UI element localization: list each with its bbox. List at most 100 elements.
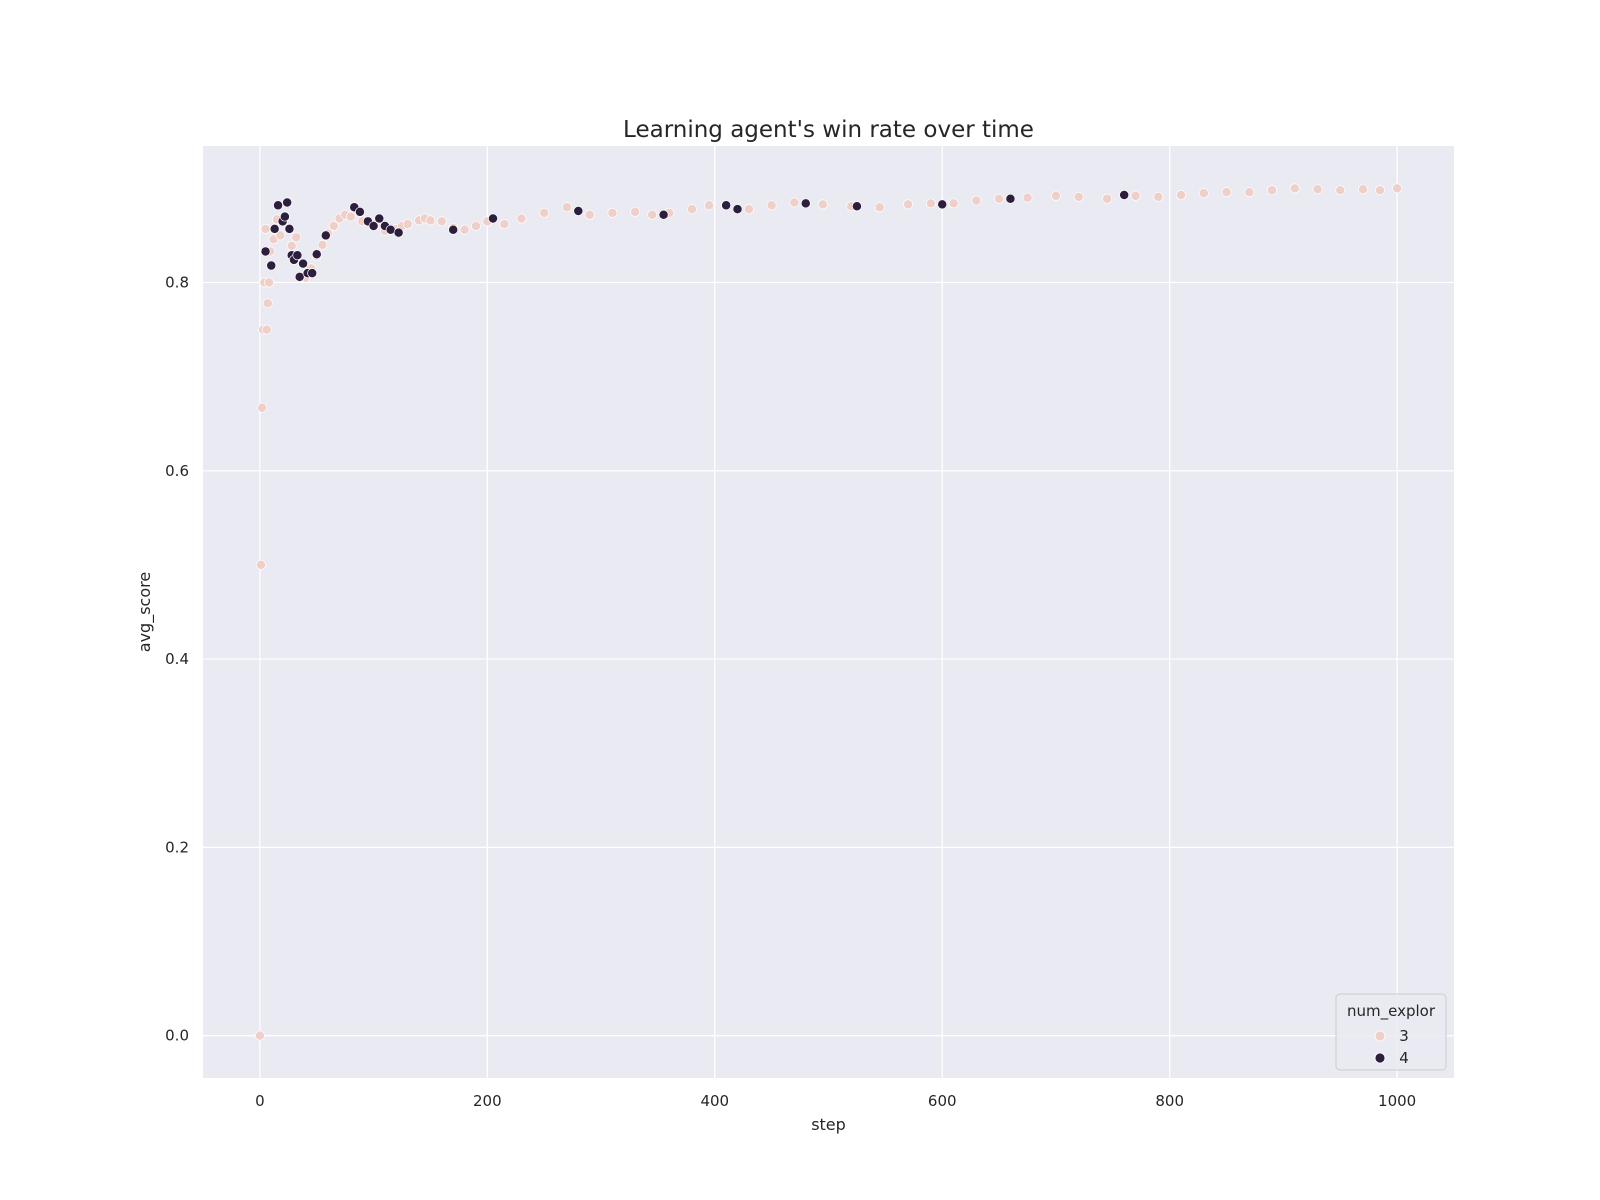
x-tick-label: 1000 xyxy=(1378,1092,1416,1110)
data-point-3 xyxy=(425,215,436,226)
data-point-3 xyxy=(261,324,272,335)
data-point-3 xyxy=(948,198,959,209)
data-point-3 xyxy=(499,219,510,230)
data-point-3 xyxy=(1176,190,1187,200)
data-point-3 xyxy=(257,402,268,413)
y-tick-label: 0.0 xyxy=(165,1027,189,1045)
data-point-3 xyxy=(903,199,914,210)
data-point-3 xyxy=(925,198,936,209)
data-point-4 xyxy=(284,223,295,234)
legend-box xyxy=(1335,993,1447,1071)
data-point-3 xyxy=(1153,191,1164,202)
data-point-3 xyxy=(647,209,658,220)
data-point-3 xyxy=(264,277,274,288)
data-point-4 xyxy=(260,246,271,257)
legend-label-3: 3 xyxy=(1399,1027,1409,1045)
data-point-3 xyxy=(1358,184,1368,195)
data-point-4 xyxy=(658,209,669,220)
data-point-3 xyxy=(459,224,470,235)
data-point-3 xyxy=(607,207,618,218)
data-point-3 xyxy=(1392,183,1403,194)
data-point-4 xyxy=(800,198,811,209)
data-point-3 xyxy=(561,202,572,213)
data-point-3 xyxy=(687,204,697,215)
data-point-4 xyxy=(294,271,305,282)
legend-title: num_explor xyxy=(1347,1002,1436,1021)
data-point-3 xyxy=(1335,185,1346,196)
data-point-3 xyxy=(630,206,641,217)
data-point-4 xyxy=(1005,193,1016,204)
data-point-3 xyxy=(516,213,527,224)
data-point-3 xyxy=(1267,185,1277,196)
data-point-3 xyxy=(286,240,297,251)
data-point-4 xyxy=(488,213,498,224)
data-point-3 xyxy=(254,1030,265,1041)
data-point-4 xyxy=(573,206,584,216)
y-tick-labels: 0.0 0.2 0.4 0.6 0.8 xyxy=(165,274,189,1045)
data-point-4 xyxy=(269,223,280,234)
data-point-4 xyxy=(282,197,293,208)
data-point-4 xyxy=(311,249,322,260)
chart-title: Learning agent's win rate over time xyxy=(623,117,1034,143)
x-tick-label: 600 xyxy=(928,1092,957,1110)
data-point-3 xyxy=(1312,184,1323,195)
data-point-3 xyxy=(291,232,302,243)
data-point-4 xyxy=(354,206,365,217)
y-tick-label: 0.8 xyxy=(165,274,189,292)
data-point-3 xyxy=(275,230,286,241)
data-point-4 xyxy=(368,221,379,231)
data-point-3 xyxy=(1022,192,1033,203)
data-points xyxy=(254,183,1403,1041)
data-point-4 xyxy=(732,204,743,215)
data-point-3 xyxy=(1198,188,1209,199)
data-point-4 xyxy=(393,227,404,238)
plot-area xyxy=(203,146,1454,1078)
data-point-4 xyxy=(374,213,385,224)
data-point-3 xyxy=(262,298,273,309)
grid-lines xyxy=(203,146,1454,1078)
data-point-4 xyxy=(937,199,948,210)
data-point-4 xyxy=(279,211,290,222)
data-point-3 xyxy=(328,221,339,231)
data-point-4 xyxy=(1119,190,1130,200)
data-point-4 xyxy=(298,258,309,269)
y-tick-label: 0.2 xyxy=(165,838,189,856)
data-point-3 xyxy=(1289,183,1300,194)
data-point-4 xyxy=(448,224,459,235)
legend: num_explor 3 4 xyxy=(1335,993,1447,1071)
data-point-3 xyxy=(345,211,356,222)
data-point-3 xyxy=(874,202,885,213)
data-point-4 xyxy=(851,201,862,212)
x-tick-label: 200 xyxy=(473,1092,502,1110)
data-point-3 xyxy=(584,209,595,220)
data-point-3 xyxy=(317,239,328,250)
data-point-4 xyxy=(307,268,318,279)
data-point-3 xyxy=(766,200,777,211)
y-axis-title: avg_score xyxy=(135,572,155,652)
data-point-3 xyxy=(436,216,447,227)
data-point-3 xyxy=(1073,191,1084,202)
legend-marker-3 xyxy=(1374,1030,1386,1042)
data-point-3 xyxy=(539,207,550,218)
data-point-3 xyxy=(743,204,754,215)
data-point-3 xyxy=(260,223,271,234)
data-point-4 xyxy=(273,200,284,211)
x-tick-label: 400 xyxy=(700,1092,729,1110)
data-point-3 xyxy=(256,559,266,570)
data-point-3 xyxy=(1130,190,1141,201)
x-axis-title: step xyxy=(811,1115,846,1134)
y-tick-label: 0.4 xyxy=(165,650,189,668)
x-tick-label: 800 xyxy=(1155,1092,1184,1110)
data-point-3 xyxy=(994,193,1005,204)
data-point-4 xyxy=(320,230,331,241)
data-point-3 xyxy=(1102,193,1113,204)
data-point-3 xyxy=(789,197,800,208)
data-point-3 xyxy=(402,219,413,230)
data-point-3 xyxy=(971,195,982,206)
data-point-3 xyxy=(704,200,715,211)
x-tick-labels: 0 200 400 600 800 1000 xyxy=(255,1092,1416,1110)
data-point-3 xyxy=(1221,187,1232,198)
data-point-4 xyxy=(266,260,277,271)
